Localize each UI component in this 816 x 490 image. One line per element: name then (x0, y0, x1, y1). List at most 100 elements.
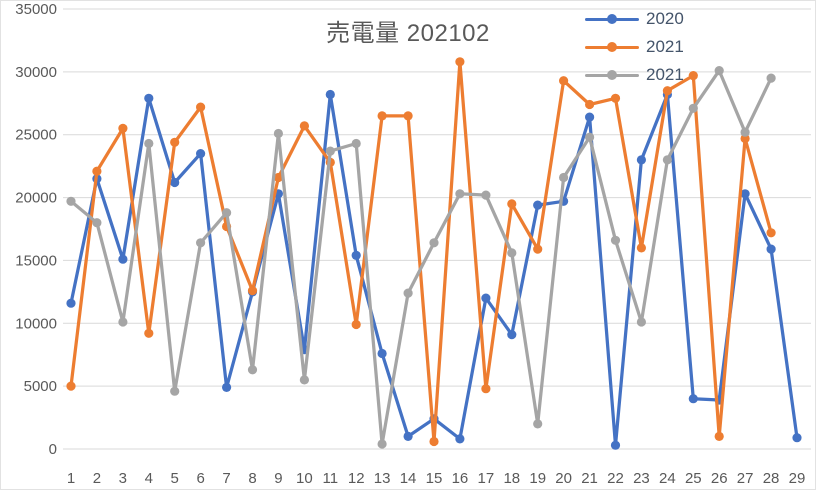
series-marker-2021-1-day25[interactable] (688, 71, 698, 81)
legend-item-2020-0[interactable]: 2020 (585, 5, 684, 33)
series-marker-2021-1-day8[interactable] (247, 286, 258, 296)
series-marker-2020-0-day22[interactable] (610, 440, 621, 450)
series-marker-2021-2-day15[interactable] (429, 238, 439, 248)
series-marker-2021-1-day19[interactable] (533, 244, 543, 254)
series-marker-2021-2-day14[interactable] (403, 288, 413, 298)
y-axis-label: 0 (49, 441, 57, 458)
legend-marker-icon (585, 42, 639, 52)
x-axis-label: 4 (145, 470, 153, 487)
series-marker-2020-0-day13[interactable] (377, 348, 387, 359)
series-marker-2020-0-day4[interactable] (144, 93, 154, 103)
series-marker-2021-1-day4[interactable] (144, 328, 154, 338)
x-axis-label: 11 (322, 470, 338, 487)
series-marker-2021-1-day12[interactable] (351, 319, 361, 330)
series-marker-2021-2-day9[interactable] (273, 128, 283, 139)
series-marker-2021-2-day12[interactable] (351, 138, 361, 149)
x-axis-label: 15 (426, 470, 443, 487)
series-marker-2021-2-day13[interactable] (377, 439, 387, 449)
series-marker-2021-1-day22[interactable] (610, 93, 621, 103)
series-marker-2020-0-day28[interactable] (766, 244, 776, 254)
series-marker-2021-2-day6[interactable] (196, 238, 206, 248)
x-axis-label: 2 (93, 470, 101, 487)
series-marker-2021-2-day17[interactable] (481, 190, 491, 200)
series-marker-2021-2-day20[interactable] (559, 172, 569, 183)
series-marker-2021-2-day2[interactable] (92, 218, 102, 228)
series-marker-2021-2-day23[interactable] (636, 317, 647, 327)
chart-title: 売電量 202102 (326, 20, 490, 47)
series-marker-2021-1-day16[interactable] (455, 57, 465, 67)
series-marker-2020-0-day18[interactable] (507, 330, 517, 340)
series-marker-2020-0-day19[interactable] (533, 200, 543, 210)
series-marker-2021-1-day1[interactable] (66, 381, 76, 391)
x-axis-label: 8 (248, 470, 256, 487)
series-marker-2021-2-day5[interactable] (170, 386, 180, 396)
series-marker-2020-0-day7[interactable] (222, 382, 232, 392)
y-axis-label: 5000 (24, 378, 57, 395)
series-marker-2021-2-day16[interactable] (455, 189, 465, 199)
series-marker-2021-2-day28[interactable] (766, 73, 776, 83)
series-marker-2020-0-day27[interactable] (740, 189, 750, 199)
series-marker-2021-1-day27[interactable] (740, 133, 750, 144)
series-marker-2020-0-day17[interactable] (481, 293, 491, 303)
series-marker-2020-0-day29[interactable] (792, 433, 802, 443)
series-marker-2021-1-day3[interactable] (118, 123, 128, 133)
series-marker-2021-1-day26[interactable] (714, 431, 724, 441)
series-marker-2020-0-day21[interactable] (585, 112, 595, 122)
series-marker-2021-2-day22[interactable] (610, 235, 621, 245)
x-axis-label: 26 (711, 470, 728, 487)
series-marker-2021-1-day6[interactable] (196, 102, 206, 112)
series-marker-2021-1-day24[interactable] (662, 86, 673, 96)
series-marker-2020-0-day6[interactable] (196, 149, 206, 159)
series-marker-2020-0-day5[interactable] (170, 177, 180, 188)
series-marker-2020-0-day16[interactable] (455, 434, 465, 444)
series-marker-2021-1-day13[interactable] (377, 111, 387, 121)
x-axis-label: 20 (555, 470, 572, 487)
series-marker-2020-0-day12[interactable] (351, 250, 361, 260)
series-marker-2020-0-day14[interactable] (403, 431, 413, 441)
series-line-2020-0[interactable] (69, 92, 799, 447)
x-axis-label: 10 (296, 470, 313, 487)
series-marker-2021-2-day7[interactable] (222, 208, 232, 218)
series-marker-2021-1-day28[interactable] (766, 228, 776, 238)
series-marker-2021-2-day26[interactable] (714, 66, 724, 76)
series-marker-2021-2-day21[interactable] (585, 132, 595, 142)
legend-marker-icon (585, 14, 639, 24)
series-marker-2020-0-day23[interactable] (636, 155, 647, 165)
x-axis-label: 14 (400, 470, 417, 487)
series-marker-2021-2-day24[interactable] (662, 155, 673, 165)
series-marker-2021-2-day4[interactable] (144, 138, 154, 149)
series-marker-2021-2-day3[interactable] (118, 317, 128, 327)
series-marker-2021-2-day25[interactable] (688, 103, 698, 113)
legend-item-2021-2[interactable]: 2021 (585, 61, 684, 89)
series-marker-2021-2-day11[interactable] (325, 146, 335, 156)
series-marker-2021-2-day1[interactable] (66, 196, 76, 206)
series-marker-2021-1-day9[interactable] (273, 172, 283, 183)
x-axis-label: 9 (274, 470, 282, 487)
x-axis-label: 3 (119, 470, 127, 487)
series-marker-2020-0-day25[interactable] (688, 394, 698, 404)
series-marker-2021-1-day15[interactable] (429, 436, 439, 447)
series-marker-2021-2-day10[interactable] (299, 375, 309, 385)
x-axis-label: 12 (348, 470, 365, 487)
series-marker-2020-0-day3[interactable] (118, 254, 128, 264)
series-marker-2021-2-day18[interactable] (507, 248, 517, 258)
series-marker-2021-1-day18[interactable] (507, 199, 517, 209)
series-marker-2021-1-day20[interactable] (559, 76, 569, 86)
series-line-2021-2[interactable] (69, 68, 773, 446)
series-marker-2021-2-day19[interactable] (533, 419, 543, 429)
series-marker-2021-1-day10[interactable] (299, 121, 309, 131)
series-marker-2021-1-day2[interactable] (92, 166, 102, 176)
legend-item-2021-1[interactable]: 2021 (585, 33, 684, 61)
series-marker-2021-2-day8[interactable] (247, 365, 258, 375)
series-marker-2021-1-day14[interactable] (403, 111, 413, 121)
series-marker-2021-1-day17[interactable] (481, 384, 491, 394)
series-marker-2021-2-day27[interactable] (740, 127, 750, 137)
series-marker-2021-1-day23[interactable] (636, 243, 647, 253)
series-marker-2021-1-day5[interactable] (170, 137, 180, 147)
series-line-2021-1[interactable] (69, 60, 773, 444)
series-marker-2020-0-day1[interactable] (66, 298, 76, 308)
series-marker-2020-0-day11[interactable] (325, 89, 335, 100)
series-marker-2021-1-day21[interactable] (585, 99, 595, 110)
x-axis-label: 1 (67, 470, 75, 487)
